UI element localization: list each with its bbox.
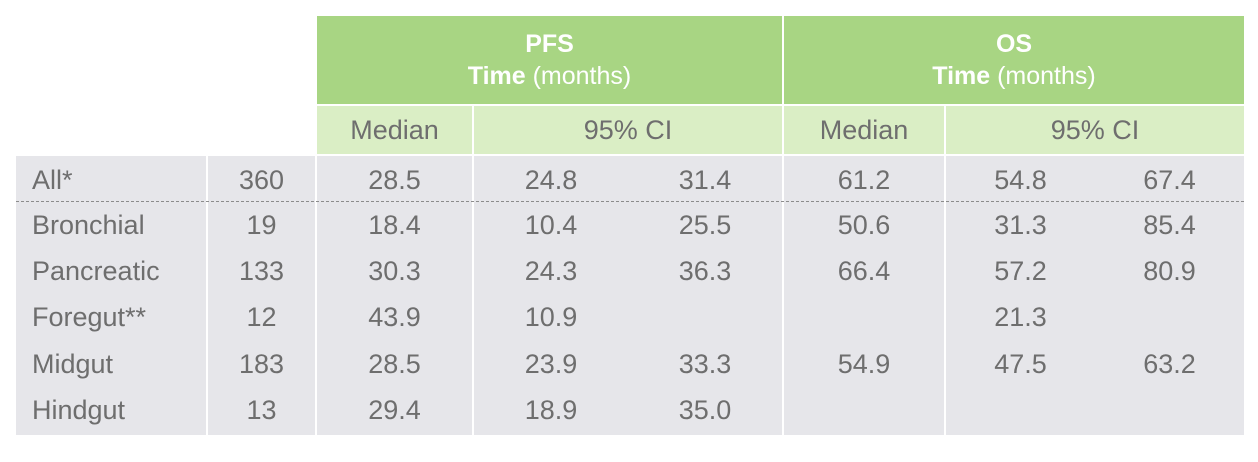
os-ci-low-value: 21.3 bbox=[994, 302, 1047, 332]
os-median-value: 61.2 bbox=[837, 164, 891, 195]
os-ci-low-value: 57.2 bbox=[994, 255, 1047, 286]
body-col-n-bg bbox=[208, 156, 315, 435]
pfs-median-value: 43.9 bbox=[368, 302, 421, 332]
body-col-os-ci-bg bbox=[946, 156, 1244, 435]
row-n: 183 bbox=[238, 348, 285, 379]
os-ci-header: 95% CI bbox=[946, 106, 1244, 154]
body-col-label-bg bbox=[16, 156, 206, 435]
os-title: OS bbox=[995, 30, 1033, 58]
os-ci-high-value bbox=[1095, 388, 1244, 433]
row-label: Midgut bbox=[32, 348, 114, 379]
row-label: All* bbox=[32, 164, 73, 195]
pfs-title: PFS bbox=[525, 30, 574, 58]
os-ci-high-value: 63.2 bbox=[1143, 348, 1196, 379]
row-label: Hindgut bbox=[32, 395, 126, 425]
pfs-ci-high-value: 36.3 bbox=[678, 255, 732, 286]
row-label: Foregut** bbox=[32, 302, 147, 332]
os-median-header: Median bbox=[784, 106, 944, 154]
row-n: 19 bbox=[246, 209, 277, 240]
pfs-median-value: 28.5 bbox=[368, 348, 421, 379]
os-ci-high-value: 80.9 bbox=[1143, 255, 1196, 286]
os-time-label: Time (months) bbox=[932, 62, 1096, 90]
row-label: Pancreatic bbox=[32, 255, 160, 286]
pfs-ci-low-value: 10.4 bbox=[524, 209, 578, 240]
os-ci-high-value bbox=[1095, 295, 1244, 340]
pfs-time-label: Time (months) bbox=[467, 62, 632, 90]
os-median-value: 66.4 bbox=[837, 255, 891, 286]
pfs-ci-low-value: 23.9 bbox=[524, 348, 578, 379]
pfs-median-value: 28.5 bbox=[368, 164, 421, 195]
pfs-ci-high-value: 25.5 bbox=[678, 209, 732, 240]
pfs-ci-high-value: 31.4 bbox=[678, 164, 732, 195]
pfs-ci-header: 95% CI bbox=[474, 106, 782, 154]
row-n: 12 bbox=[246, 302, 277, 332]
pfs-ci-low-value: 24.3 bbox=[524, 255, 578, 286]
row-n: 360 bbox=[238, 164, 285, 195]
os-ci-high-value: 67.4 bbox=[1143, 164, 1196, 195]
pfs-ci-high-value bbox=[628, 295, 782, 340]
pfs-header: PFS Time (months) bbox=[317, 16, 782, 104]
pfs-ci-high-value: 33.3 bbox=[678, 348, 732, 379]
os-ci-high-value: 85.4 bbox=[1143, 209, 1196, 240]
os-ci-low-value bbox=[946, 388, 1095, 433]
pfs-median-value: 18.4 bbox=[368, 209, 421, 240]
os-median-value: 50.6 bbox=[837, 209, 891, 240]
os-ci-low-value: 31.3 bbox=[994, 209, 1047, 240]
os-median-value: 54.9 bbox=[837, 348, 891, 379]
os-median-value bbox=[784, 295, 944, 340]
row-label: Bronchial bbox=[32, 209, 145, 240]
row-divider bbox=[16, 201, 1244, 202]
pfs-ci-low-value: 10.9 bbox=[524, 302, 578, 332]
body-col-pfs-median-bg bbox=[317, 156, 472, 435]
pfs-median-value: 30.3 bbox=[368, 255, 421, 286]
pfs-ci-high-value: 35.0 bbox=[678, 395, 732, 425]
os-header: OS Time (months) bbox=[784, 16, 1244, 104]
pfs-ci-low-value: 18.9 bbox=[524, 395, 578, 425]
pfs-median-header: Median bbox=[317, 106, 472, 154]
os-median-value bbox=[784, 388, 944, 433]
row-n: 133 bbox=[238, 255, 285, 286]
os-ci-low-value: 47.5 bbox=[994, 348, 1047, 379]
os-ci-low-value: 54.8 bbox=[994, 164, 1047, 195]
pfs-median-value: 29.4 bbox=[368, 395, 421, 425]
body-col-os-median-bg bbox=[784, 156, 944, 435]
pfs-ci-low-value: 24.8 bbox=[524, 164, 578, 195]
row-n: 13 bbox=[246, 395, 277, 425]
body-col-pfs-ci-bg bbox=[474, 156, 782, 435]
